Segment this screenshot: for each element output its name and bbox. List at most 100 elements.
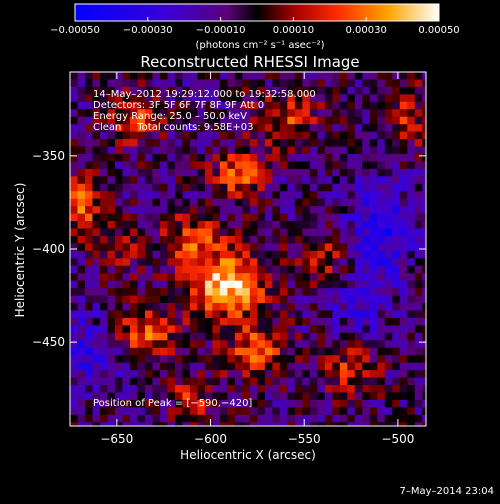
heatmap-cell <box>377 258 386 267</box>
heatmap-cell <box>384 340 393 349</box>
heatmap-cell <box>264 422 273 426</box>
heatmap-cell <box>407 198 416 207</box>
heatmap-cell <box>122 385 131 393</box>
heatmap-cell <box>287 317 296 326</box>
heatmap-cell <box>234 295 243 304</box>
heatmap-cell <box>84 295 93 304</box>
heatmap-cell <box>152 422 161 426</box>
heatmap-cell <box>414 265 423 274</box>
heatmap-cell <box>399 399 408 408</box>
heatmap-cell <box>182 228 191 237</box>
heatmap-cell <box>137 340 146 349</box>
heatmap-cell <box>249 370 258 378</box>
heatmap-cell <box>70 72 78 80</box>
heatmap-cell <box>249 280 258 289</box>
heatmap-cell <box>227 332 236 341</box>
heatmap-cell <box>369 332 378 341</box>
heatmap-cell <box>144 362 153 371</box>
heatmap-cell <box>272 317 281 326</box>
heatmap-cell <box>302 109 311 118</box>
heatmap-cell <box>317 183 326 192</box>
heatmap-cell <box>362 392 371 401</box>
heatmap-cell <box>204 161 213 170</box>
heatmap-cell <box>212 243 221 252</box>
heatmap-cell <box>167 422 176 426</box>
heatmap-cell <box>70 191 78 199</box>
heatmap-cell <box>392 295 401 304</box>
heatmap-cell <box>287 101 296 110</box>
heatmap-cell <box>152 288 161 296</box>
heatmap-cell <box>159 235 168 244</box>
heatmap-cell <box>204 392 213 401</box>
heatmap-cell <box>137 146 146 155</box>
heatmap-cell <box>384 176 393 185</box>
heatmap-cell <box>339 273 348 281</box>
heatmap-cell <box>362 116 371 125</box>
heatmap-cell <box>324 101 333 110</box>
heatmap-cell <box>317 221 326 229</box>
heatmap-cell <box>377 72 386 80</box>
heatmap-cell <box>377 407 386 416</box>
heatmap-cell <box>234 86 243 95</box>
heatmap-cell <box>264 221 273 229</box>
heatmap-cell <box>339 139 348 147</box>
heatmap-cell <box>414 183 423 192</box>
heatmap-cell <box>159 295 168 304</box>
heatmap-cell <box>399 325 408 334</box>
heatmap-cell <box>167 325 176 334</box>
heatmap-cell <box>152 414 161 423</box>
heatmap-cell <box>414 139 423 147</box>
heatmap-cell <box>182 392 191 401</box>
heatmap-cell <box>107 385 116 393</box>
heatmap-cell <box>257 258 266 267</box>
heatmap-cell <box>129 250 138 259</box>
heatmap-cell <box>339 183 348 192</box>
heatmap-cell <box>249 310 258 319</box>
heatmap-cell <box>354 407 363 416</box>
heatmap-cell <box>189 414 198 423</box>
heatmap-cell <box>384 355 393 363</box>
heatmap-cell <box>189 295 198 304</box>
heatmap-cell <box>324 206 333 214</box>
heatmap-cell <box>287 414 296 423</box>
heatmap-cell <box>294 332 303 341</box>
heatmap-cell <box>174 347 183 356</box>
heatmap-cell <box>137 377 146 386</box>
heatmap-cell <box>407 168 416 177</box>
heatmap-cell <box>354 198 363 207</box>
heatmap-cell <box>227 250 236 259</box>
heatmap-cell <box>242 213 251 222</box>
heatmap-cell <box>189 94 198 103</box>
heatmap-cell <box>189 198 198 207</box>
heatmap-cell <box>144 124 153 132</box>
heatmap-cell <box>144 370 153 378</box>
heatmap-cell <box>347 213 356 222</box>
heatmap-cell <box>227 355 236 363</box>
heatmap-cell <box>242 280 251 289</box>
heatmap-cell <box>227 235 236 244</box>
heatmap-cell <box>392 265 401 274</box>
heatmap-cell <box>70 399 78 408</box>
heatmap-cell <box>302 280 311 289</box>
heatmap-cell <box>77 407 86 416</box>
heatmap-cell <box>362 250 371 259</box>
heatmap-cell <box>414 206 423 214</box>
heatmap-cell <box>99 86 108 95</box>
heatmap-cell <box>152 332 161 341</box>
heatmap-cell <box>369 198 378 207</box>
heatmap-cell <box>362 206 371 214</box>
heatmap-cell <box>264 161 273 170</box>
heatmap-cell <box>302 101 311 110</box>
heatmap-cell <box>354 101 363 110</box>
heatmap-cell <box>287 258 296 267</box>
heatmap-cell <box>234 310 243 319</box>
heatmap-cell <box>249 407 258 416</box>
heatmap-cell <box>92 317 101 326</box>
heatmap-cell <box>122 79 131 88</box>
heatmap-cell <box>294 161 303 170</box>
heatmap-cell <box>70 124 78 132</box>
heatmap-cell <box>287 347 296 356</box>
heatmap-cell <box>317 79 326 88</box>
heatmap-cell <box>84 317 93 326</box>
heatmap-cell <box>197 340 206 349</box>
